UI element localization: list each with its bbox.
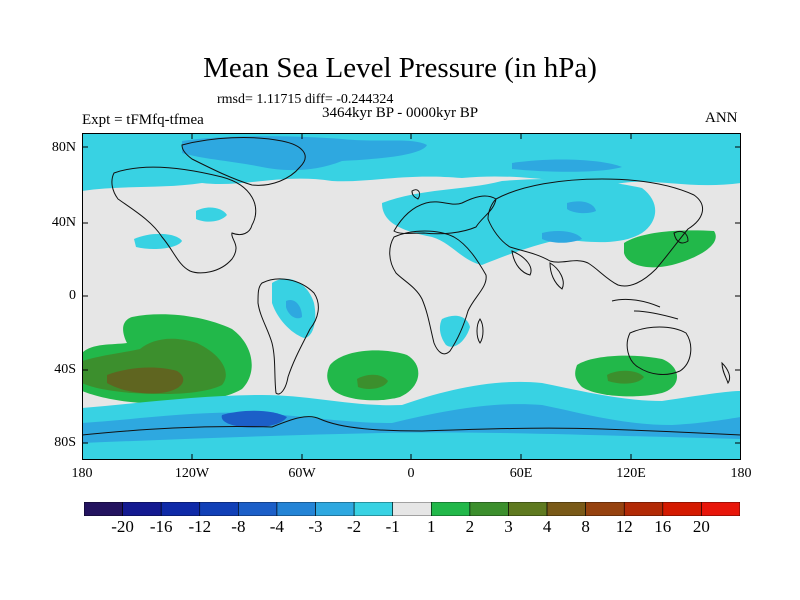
colorbar-tick-label: 20 — [692, 517, 710, 536]
antarctic-neg — [82, 432, 741, 460]
coast-greenland — [181, 137, 306, 186]
colorbar-swatch — [315, 502, 355, 516]
colorbar-tick-label: 3 — [504, 517, 513, 536]
coast-arabia-india — [511, 250, 564, 290]
natlantic-neg-region — [196, 207, 227, 222]
eurasia-mid-neg-2 — [542, 231, 582, 243]
lon-label-0: 0 — [407, 466, 415, 481]
lon-label-180w: 180 — [71, 466, 93, 481]
colorbar-swatch — [199, 502, 239, 516]
colorbar-tick-label: -8 — [231, 517, 246, 536]
colorbar-tick-label: 1 — [427, 517, 436, 536]
colorbar-swatch — [160, 502, 201, 516]
lat-label-40s: 40S — [54, 362, 76, 377]
npacific-neg-region — [134, 233, 182, 249]
rmsd-diff-stats: rmsd= 1.11715 diff= -0.244324 — [217, 92, 394, 107]
coast-madagascar — [476, 318, 484, 344]
lon-label-120w: 120W — [174, 466, 210, 481]
lat-ticks — [82, 146, 741, 444]
colorbar-swatch — [122, 502, 162, 516]
lat-label-80n: 80N — [51, 140, 76, 155]
colorbar-swatch — [353, 502, 394, 516]
time-period-label: 3464kyr BP - 0000kyr BP — [322, 105, 479, 121]
colorbar-swatch — [430, 502, 471, 516]
coast-australia — [626, 326, 692, 375]
eurasia-mid-neg — [567, 201, 596, 214]
colorbar-tick-label: 8 — [581, 517, 590, 536]
season-label: ANN — [705, 110, 738, 126]
satlantic-mid-pos — [357, 374, 388, 389]
safrica-neg-region — [439, 315, 470, 347]
samerica-mid-neg — [286, 299, 302, 319]
arctic-mid-neg-east — [512, 159, 622, 172]
colorbar-swatch — [623, 502, 664, 516]
southern-ocean-deep-neg — [221, 410, 287, 428]
colorbar-tick-label: -12 — [188, 517, 212, 536]
colorbar-tick-label: -16 — [149, 517, 173, 536]
colorbar-swatch — [469, 502, 509, 516]
lat-label-80s: 80S — [54, 435, 76, 450]
lat-label-0: 0 — [69, 288, 76, 303]
colorbar-tick-label: 2 — [465, 517, 475, 536]
colorbar — [84, 502, 740, 516]
colorbar-swatch — [84, 502, 123, 516]
colorbar-swatch — [546, 502, 586, 516]
colorbar-tick-label: -1 — [385, 517, 400, 536]
colorbar-tick-label: 4 — [542, 517, 552, 536]
colorbar-tick-label: -3 — [308, 517, 323, 536]
lon-label-180e: 180 — [730, 466, 752, 481]
coast-asia — [487, 178, 703, 287]
colorbar-swatch — [585, 502, 625, 516]
colorbar-swatch — [238, 502, 278, 516]
coast-north-america — [111, 166, 257, 274]
colorbar-swatch — [276, 502, 316, 516]
coast-africa — [389, 230, 487, 355]
colorbar-swatch — [701, 502, 740, 516]
pressure-anomaly-map — [82, 133, 741, 460]
experiment-label: Expt = tFMfq-tfmea — [82, 112, 204, 128]
lon-label-60e: 60E — [509, 466, 533, 481]
colorbar-tick-label: 12 — [615, 517, 633, 536]
coast-south-america — [257, 278, 319, 395]
colorbar-swatch — [392, 502, 432, 516]
colorbar-swatch — [662, 502, 702, 516]
lon-label-120e: 120E — [616, 466, 646, 481]
indian-mid-pos — [607, 370, 644, 384]
colorbar-tick-label: -20 — [111, 517, 134, 536]
lat-label-40n: 40N — [51, 215, 76, 230]
colorbar-swatch — [508, 502, 548, 516]
spacific-deep-pos — [107, 367, 184, 394]
coast-uk — [411, 189, 421, 200]
lon-ticks — [191, 133, 632, 460]
coastlines — [82, 137, 741, 436]
coast-japan — [673, 230, 689, 244]
lon-label-60w: 60W — [288, 466, 316, 481]
colorbar-tick-label: 16 — [654, 517, 672, 536]
colorbar-tick-label: -2 — [347, 517, 362, 536]
plot-title: Mean Sea Level Pressure (in hPa) — [203, 52, 597, 84]
nwpacific-pos-region — [624, 230, 716, 268]
colorbar-tick-label: -4 — [269, 517, 284, 536]
coast-antarctica — [82, 416, 741, 436]
eurasia-neg-region — [382, 179, 656, 265]
coast-indonesia — [611, 298, 679, 320]
coast-new-zealand — [721, 361, 731, 385]
